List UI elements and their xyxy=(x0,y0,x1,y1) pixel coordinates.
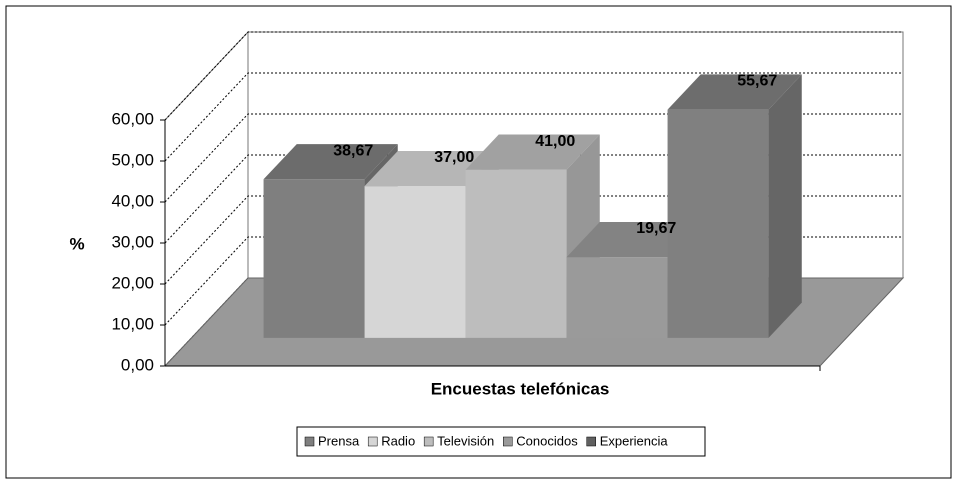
legend-box xyxy=(296,426,706,457)
bar-front xyxy=(465,169,567,338)
legend-label: Prensa xyxy=(318,433,360,448)
legend-swatch xyxy=(503,436,513,447)
value-label: 41,00 xyxy=(535,133,575,150)
y-tick-label: 10,00 xyxy=(111,314,154,333)
y-tick-label: 60,00 xyxy=(111,109,154,128)
bar-front xyxy=(263,179,365,338)
legend-label: Televisión xyxy=(437,433,494,448)
value-label: 55,67 xyxy=(737,73,777,90)
grid-line xyxy=(164,31,903,121)
grid-line xyxy=(164,72,903,162)
y-axis-label: % xyxy=(69,234,84,253)
bar-top xyxy=(667,74,802,110)
legend-label: Radio xyxy=(381,433,415,448)
bar-top xyxy=(364,150,499,187)
bar-front xyxy=(667,109,769,338)
value-label: 19,67 xyxy=(636,220,676,237)
bar-side xyxy=(768,74,802,338)
legend-swatch xyxy=(423,436,434,447)
bar-front xyxy=(364,186,466,338)
value-label: 38,67 xyxy=(333,142,373,159)
x-axis-label: Encuestas telefónicas xyxy=(431,379,610,398)
legend-swatch xyxy=(304,436,315,447)
bar-top xyxy=(263,144,398,180)
value-label: 37,00 xyxy=(434,149,474,166)
bar-top xyxy=(465,134,600,170)
y-tick-label: 20,00 xyxy=(111,273,154,292)
y-tick-label: 0,00 xyxy=(121,355,154,374)
legend-swatch xyxy=(367,436,378,447)
y-tick-label: 50,00 xyxy=(111,150,154,169)
legend-label: Conocidos xyxy=(516,433,578,448)
legend-swatch xyxy=(586,436,596,447)
legend-label: Experiencia xyxy=(600,433,669,448)
y-tick-label: 40,00 xyxy=(111,191,154,210)
y-tick-label: 30,00 xyxy=(111,232,154,251)
bar-top xyxy=(566,221,701,258)
bar-front xyxy=(566,257,668,338)
